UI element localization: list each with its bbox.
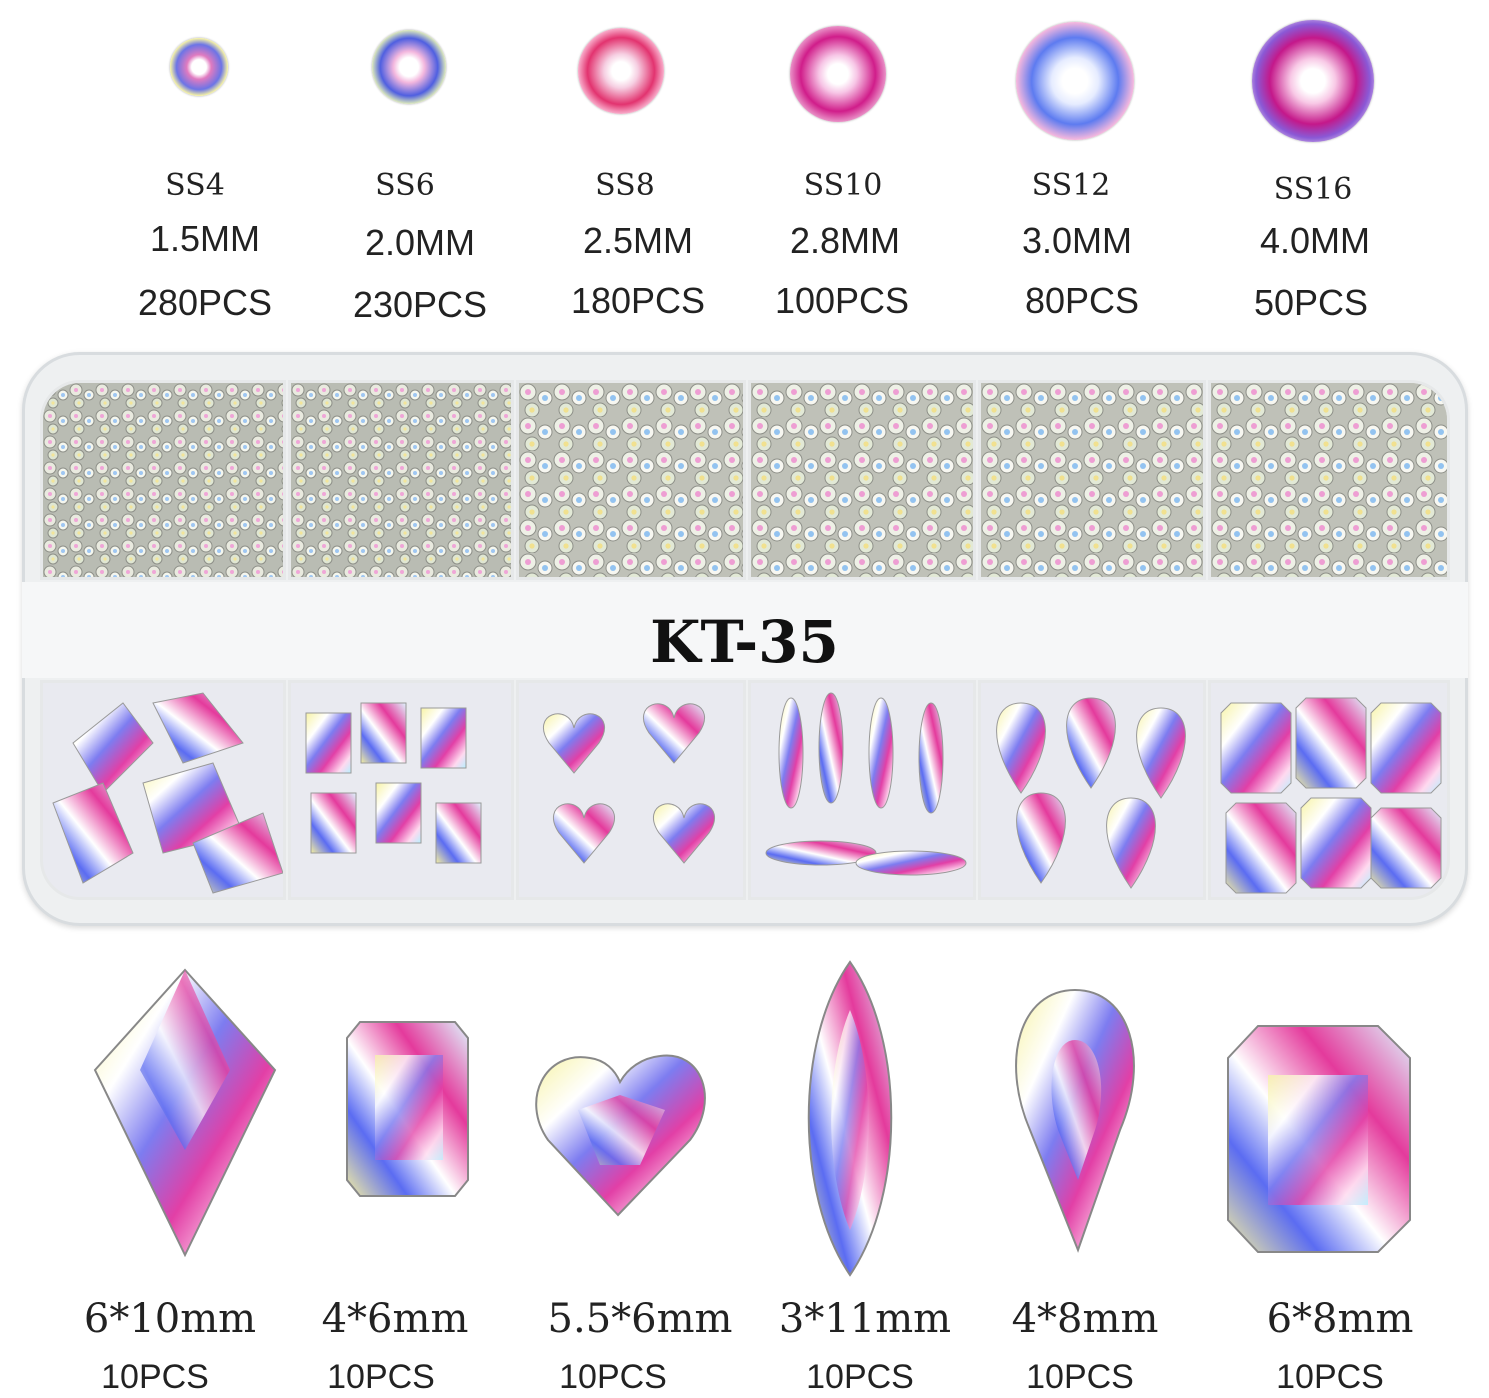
round-stone-ss4-image xyxy=(170,38,228,96)
shaped-stone-count: 10PCS xyxy=(101,1358,209,1396)
box-center-strip xyxy=(22,582,1468,678)
round-stone-count: 180PCS xyxy=(570,280,706,321)
round-stone-count: 100PCS xyxy=(774,280,910,321)
shaped-stone-size: 5.5*6mm xyxy=(547,1296,733,1342)
shaped-stone-size: 6*10mm xyxy=(83,1296,257,1342)
round-stone-code: SS6 xyxy=(375,168,435,203)
round-stone-code: SS16 xyxy=(1273,172,1353,207)
box-model-label: KT-35 xyxy=(650,608,839,676)
round-stone-ss6-image xyxy=(372,30,446,104)
bottom-compartment xyxy=(516,680,746,900)
round-stone-size: 4.0MM xyxy=(1259,220,1371,261)
octagon-stone-image xyxy=(1227,1025,1411,1253)
shaped-stone-size: 4*6mm xyxy=(321,1296,469,1342)
round-stone-count: 80PCS xyxy=(1024,280,1140,321)
shaped-stones-row xyxy=(93,960,1411,1277)
round-stone-code: SS4 xyxy=(165,168,225,203)
rectangle-stone-image xyxy=(346,1021,469,1197)
round-stone-size: 1.5MM xyxy=(149,218,261,259)
top-compartment xyxy=(748,380,976,580)
round-stone-ss8-image xyxy=(578,28,664,114)
bottom-compartment xyxy=(1208,680,1450,900)
rhombus-stone-image xyxy=(93,968,277,1258)
round-stone-code: SS12 xyxy=(1031,168,1111,203)
shaped-stone-size: 3*11mm xyxy=(778,1296,952,1342)
round-stone-ss10-image xyxy=(790,26,886,122)
marquise-stone-image xyxy=(807,960,893,1277)
teardrop-stone-image xyxy=(1015,988,1135,1253)
shaped-stone-count: 10PCS xyxy=(1276,1358,1384,1396)
round-stone-size: 3.0MM xyxy=(1021,220,1133,261)
shaped-stone-count: 10PCS xyxy=(559,1358,667,1396)
top-compartment xyxy=(978,380,1206,580)
round-stone-ss16-image xyxy=(1252,20,1374,142)
heart-stone-image xyxy=(535,1054,706,1217)
top-compartment xyxy=(40,380,286,580)
bottom-compartment xyxy=(748,680,976,900)
round-stone-code: SS8 xyxy=(595,168,655,203)
round-stone-size: 2.5MM xyxy=(582,220,694,261)
round-stone-size: 2.0MM xyxy=(364,222,476,263)
top-compartment xyxy=(288,380,514,580)
round-stone-ss12-image xyxy=(1016,22,1134,140)
round-stone-code: SS10 xyxy=(803,168,883,203)
round-stone-size: 2.8MM xyxy=(789,220,901,261)
shaped-stone-count: 10PCS xyxy=(806,1358,914,1396)
round-stone-count: 50PCS xyxy=(1253,282,1369,323)
bottom-compartment xyxy=(40,680,286,900)
shaped-stone-size: 4*8mm xyxy=(1011,1296,1159,1342)
top-compartment xyxy=(516,380,746,580)
top-compartment xyxy=(1208,380,1450,580)
round-stone-count: 230PCS xyxy=(352,284,488,325)
shaped-stone-count: 10PCS xyxy=(327,1358,435,1396)
shaped-stone-count: 10PCS xyxy=(1026,1358,1134,1396)
bottom-compartment xyxy=(288,680,514,900)
round-stone-count: 280PCS xyxy=(137,282,273,323)
shaped-stone-size: 6*8mm xyxy=(1266,1296,1414,1342)
bottom-compartment xyxy=(978,680,1206,900)
